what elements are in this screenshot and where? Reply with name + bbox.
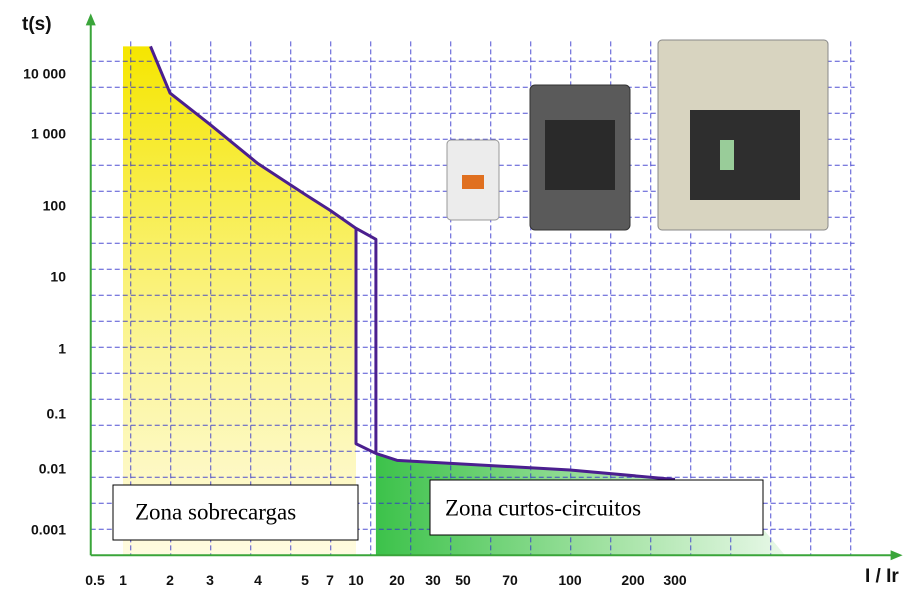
x-axis-arrow [891,550,903,560]
x-tick-label: 2 [166,572,174,588]
x-tick-label: 0.5 [85,572,105,588]
x-tick-label: 100 [558,572,582,588]
breaker-face [545,120,615,190]
x-tick-label: 200 [621,572,645,588]
zone-label: Zona sobrecargas [135,499,296,524]
y-tick-label: 0.001 [31,522,66,538]
x-tick-label: 50 [455,572,471,588]
x-tick-label: 70 [502,572,518,588]
breaker-photos [447,40,828,230]
y-tick-label: 1 000 [31,126,66,142]
x-tick-label: 1 [119,572,127,588]
x-tick-label: 7 [326,572,334,588]
y-tick-label: 10 000 [23,66,66,82]
x-axis-title: I / Ir [865,566,899,587]
y-tick-label: 100 [43,198,67,214]
y-axis-arrow [86,13,96,25]
zone-label: Zona curtos-circuitos [445,495,641,520]
y-tick-label: 0.1 [47,406,67,422]
breaker-front [690,110,800,200]
overload-zone [123,46,356,555]
y-tick-label: 1 [58,341,66,357]
x-tick-label: 20 [389,572,405,588]
x-tick-label: 300 [663,572,687,588]
y-tick-label: 10 [50,269,66,285]
x-tick-label: 4 [254,572,262,588]
trip-curve [356,228,376,453]
chart: 0.5 1 2 3 4 5 7 10 20 30 50 70 100 200 300 10 000 1 000 1… [0,0,919,607]
y-axis-title: t(s) [22,14,52,35]
x-tick-label: 30 [425,572,441,588]
breaker-display [720,140,734,170]
y-tick-label: 0.01 [39,461,66,477]
breaker-label [462,175,484,189]
x-tick-label: 3 [206,572,214,588]
x-tick-label: 10 [348,572,364,588]
x-tick-label: 5 [301,572,309,588]
